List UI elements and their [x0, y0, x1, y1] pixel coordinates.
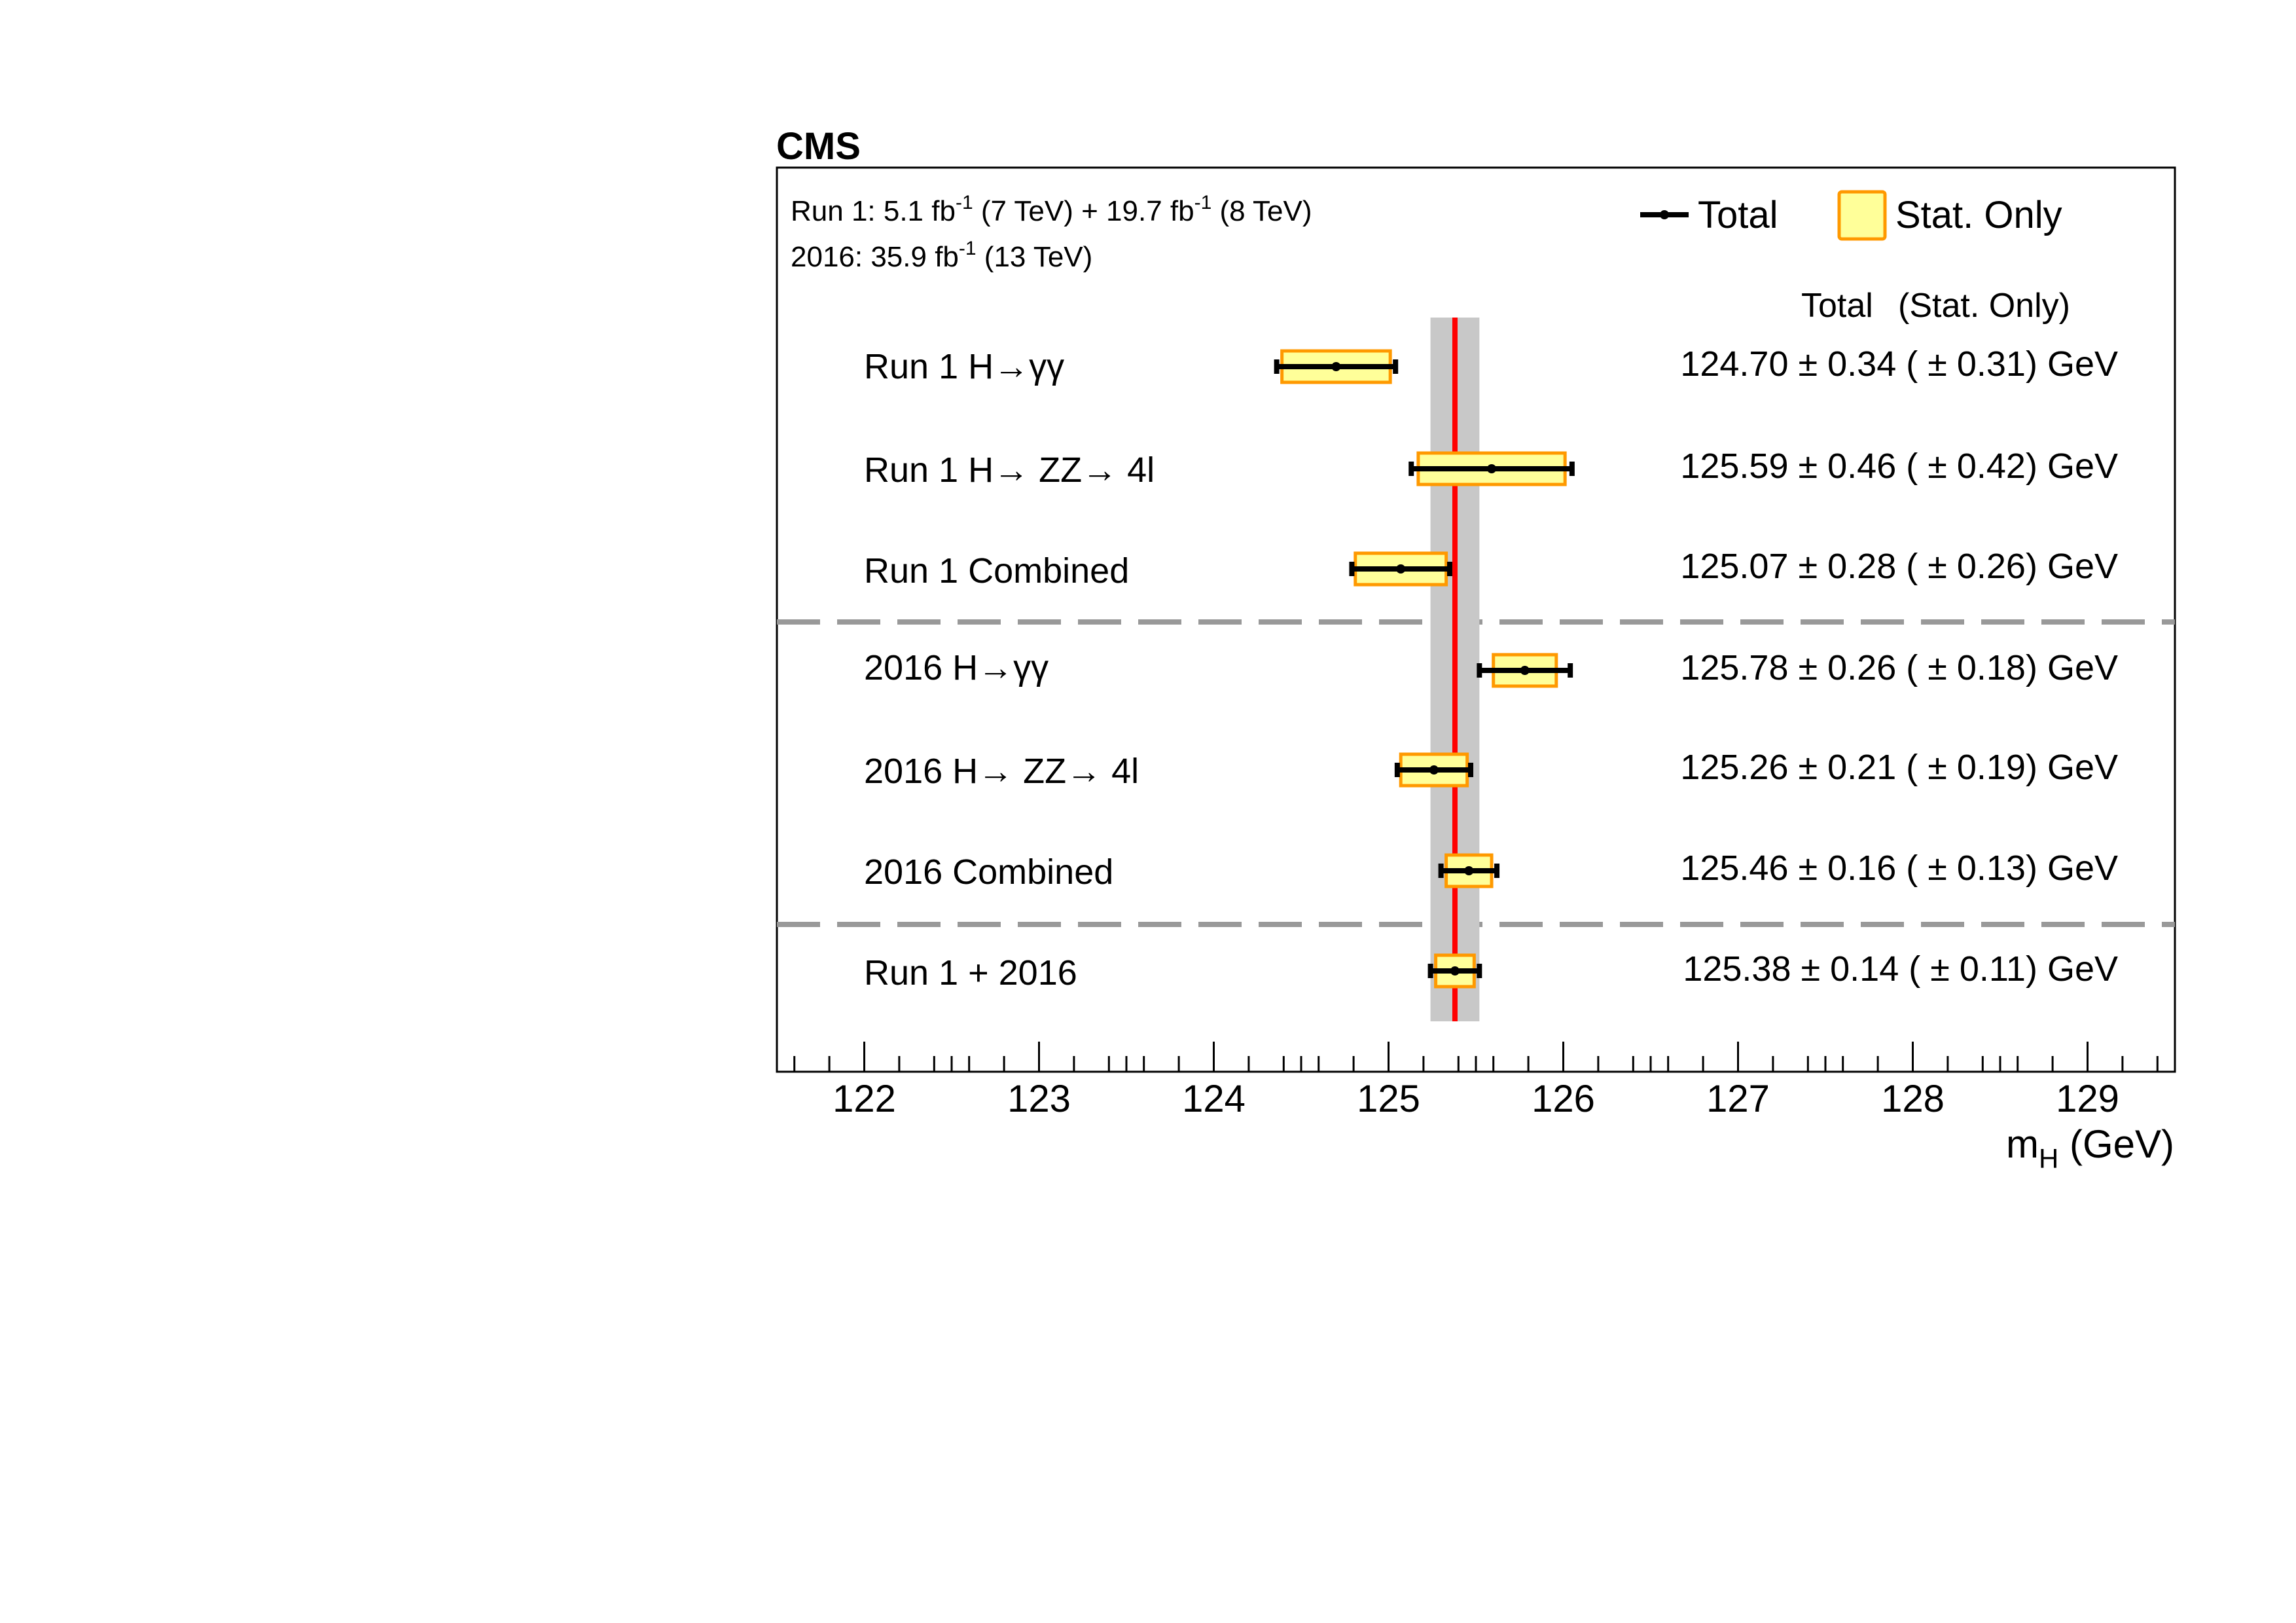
measurement-row: Run 1 Combined 125.07 ± 0.28 ( ± 0.26) Ge… [864, 547, 2118, 591]
measurement-label: 2016 Combined [864, 852, 1113, 892]
measurement-label: 2016 H→ ZZ→ 4l [864, 752, 1139, 791]
legend-total-marker [1660, 210, 1669, 219]
legend-total-label: Total [1698, 194, 1778, 236]
x-tick-label: 122 [833, 1078, 896, 1120]
column-header-stat: (Stat. Only) [1898, 287, 2070, 325]
central-value-marker [1450, 966, 1460, 976]
measurement-value-text: 125.59 ± 0.46 ( ± 0.42) GeV [1680, 447, 2118, 486]
measurement-value-text: 125.78 ± 0.26 ( ± 0.18) GeV [1680, 648, 2118, 687]
measurement-row: Run 1 H→ ZZ→ 4l 125.59 ± 0.46 ( ± 0.42) G… [864, 447, 2118, 490]
lumi-run1: Run 1: 5.1 fb-1 (7 TeV) + 19.7 fb-1 (8 T… [791, 192, 1312, 227]
x-tick-label: 125 [1357, 1078, 1420, 1120]
x-tick-label: 127 [1706, 1078, 1770, 1120]
cms-label: CMS [776, 125, 861, 168]
measurement-label: Run 1 H→ ZZ→ 4l [864, 450, 1155, 490]
x-axis-title: mH (GeV) [2006, 1122, 2174, 1174]
measurement-value-text: 125.46 ± 0.16 ( ± 0.13) GeV [1680, 848, 2118, 888]
central-value-marker [1487, 464, 1497, 473]
measurement-row: 2016 H→γγ 125.78 ± 0.26 ( ± 0.18) GeV [864, 648, 2118, 688]
measurement-label: 2016 H→γγ [864, 648, 1049, 687]
legend: Total Stat. Only [1640, 190, 2062, 241]
measurement-row: Run 1 + 2016 125.38 ± 0.14 ( ± 0.11) GeV [864, 949, 2118, 993]
x-tick-label: 128 [1881, 1078, 1945, 1120]
measurement-label: Run 1 Combined [864, 551, 1129, 591]
measurement-value-text: 124.70 ± 0.34 ( ± 0.31) GeV [1680, 344, 2118, 384]
x-tick-label: 129 [2056, 1078, 2119, 1120]
legend-stat-box [1837, 190, 1887, 241]
legend-stat-label: Stat. Only [1895, 194, 2062, 236]
measurement-row: Run 1 H→γγ 124.70 ± 0.34 ( ± 0.31) GeV [864, 344, 2118, 386]
measurement-value-text: 125.07 ± 0.28 ( ± 0.26) GeV [1680, 547, 2118, 586]
measurement-row: 2016 Combined 125.46 ± 0.16 ( ± 0.13) GeV [864, 848, 2118, 892]
central-value-marker [1396, 564, 1406, 574]
central-value-marker [1429, 765, 1439, 775]
x-tick-label: 123 [1007, 1078, 1071, 1120]
central-value-marker [1331, 362, 1341, 371]
measurement-label: Run 1 + 2016 [864, 953, 1077, 993]
measurement-value-text: 125.26 ± 0.21 ( ± 0.19) GeV [1680, 748, 2118, 787]
x-tick-label: 126 [1532, 1078, 1595, 1120]
central-value-marker [1520, 666, 1530, 675]
lumi-2016: 2016: 35.9 fb-1 (13 TeV) [791, 238, 1092, 273]
measurement-row: 2016 H→ ZZ→ 4l 125.26 ± 0.21 ( ± 0.19) Ge… [864, 748, 2118, 791]
column-header-total: Total [1801, 287, 1873, 325]
measurement-value-text: 125.38 ± 0.14 ( ± 0.11) GeV [1683, 949, 2118, 989]
central-value-marker [1464, 866, 1474, 875]
measurement-label: Run 1 H→γγ [864, 347, 1064, 386]
x-tick-label: 124 [1182, 1078, 1246, 1120]
